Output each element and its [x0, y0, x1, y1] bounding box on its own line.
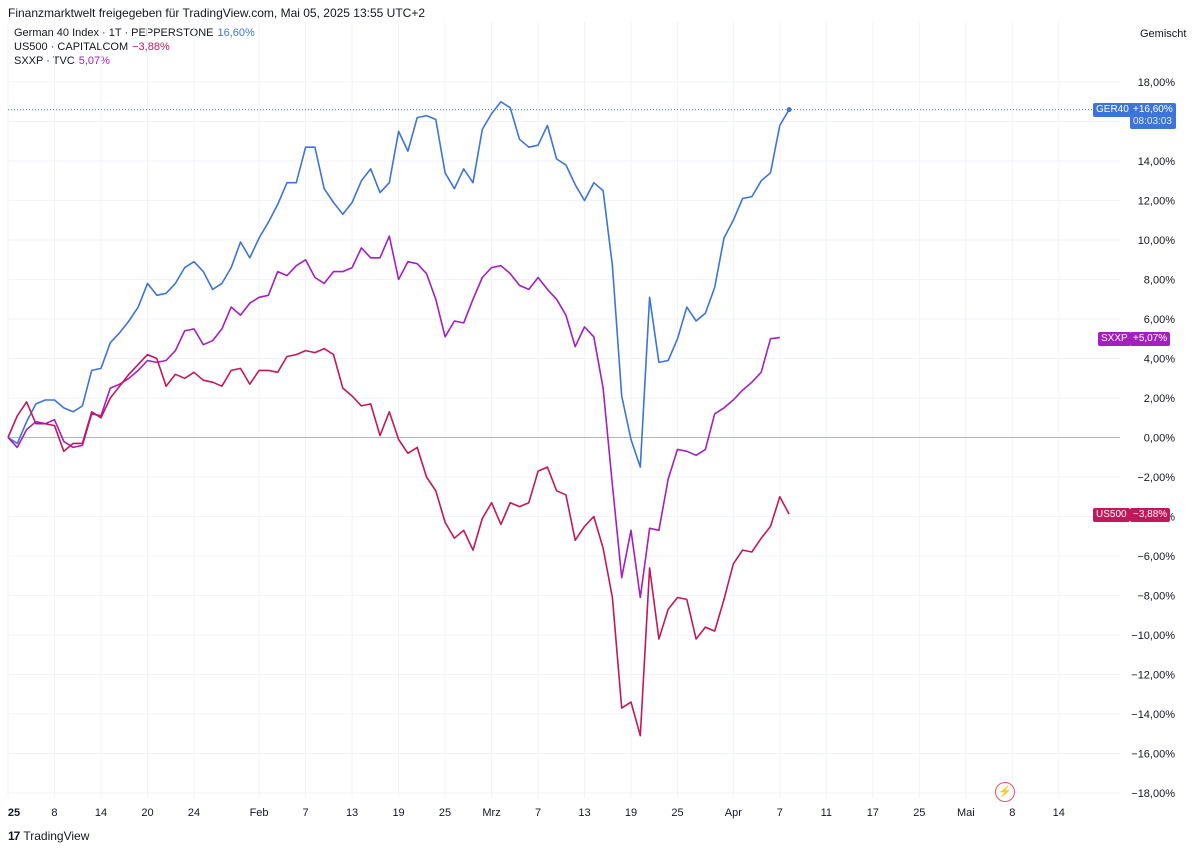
series-line-ger40[interactable]	[7, 101, 790, 468]
flash-icon[interactable]: ⚡	[995, 782, 1015, 802]
y-tick-label: −18,00%	[1131, 788, 1175, 800]
x-tick-label: 7	[777, 807, 783, 819]
legend-ger40[interactable]: German 40 Index · 1T · PEPPERSTONE 16,60%	[14, 27, 255, 39]
y-tick-label: −14,00%	[1131, 709, 1175, 721]
tag-name: GER40	[1096, 104, 1129, 115]
y-tick-label: −6,00%	[1137, 551, 1175, 563]
x-tick-label: Apr	[725, 807, 742, 819]
x-tick-label: 7	[303, 807, 309, 819]
legend-value: 5,07%	[78, 55, 110, 67]
x-tick-label: 14	[1053, 807, 1065, 819]
y-tick-label: −8,00%	[1137, 591, 1175, 603]
series-line-us500[interactable]	[7, 347, 790, 737]
x-tick-label: 25	[671, 807, 683, 819]
x-tick-label: 13	[346, 807, 358, 819]
footer-brand[interactable]: 17 TradingView	[8, 829, 89, 843]
y-tick-label: −2,00%	[1137, 472, 1175, 484]
y-tick-label: 14,00%	[1138, 156, 1176, 168]
scale-mode-label[interactable]: Gemischt	[1140, 28, 1187, 40]
price-value: +16,60%	[1133, 104, 1173, 115]
x-tick-label: 14	[95, 807, 107, 819]
y-tick-label: 10,00%	[1138, 235, 1176, 247]
y-tick-label: −16,00%	[1131, 749, 1175, 761]
tradingview-logo-icon: 17	[8, 829, 20, 843]
x-tick-label: 19	[392, 807, 404, 819]
last-point-ger40	[786, 107, 792, 113]
x-tick-label: Mrz	[482, 807, 500, 819]
chart-header: Finanzmarktwelt freigegeben für TradingV…	[8, 6, 425, 20]
x-tick-label: 20	[141, 807, 153, 819]
brand-name: TradingView	[23, 829, 90, 843]
x-tick-label: 11	[821, 807, 832, 819]
legend-label: German 40 Index · 1T · PEPPERSTONE	[14, 27, 214, 39]
y-tick-label: −12,00%	[1131, 670, 1175, 682]
y-tick-label: 0,00%	[1144, 433, 1175, 445]
y-axis: 18,00%16,00%14,00%12,00%10,00%8,00%6,00%…	[1131, 77, 1175, 800]
x-tick-label: Feb	[250, 807, 269, 819]
x-tick-label: 19	[625, 807, 637, 819]
y-tick-label: 12,00%	[1138, 196, 1176, 208]
x-tick-label: 17	[867, 807, 879, 819]
price-box-ger40: +16,60% 08:03:03	[1130, 103, 1176, 129]
legend-value: 16,60%	[217, 27, 255, 39]
series-line-sxxp[interactable]	[7, 235, 780, 599]
x-tick-label: 25	[439, 807, 451, 819]
tag-name: US500	[1096, 509, 1127, 520]
price-value: +5,07%	[1133, 333, 1168, 344]
tag-ger40: GER40	[1093, 103, 1132, 117]
legend-label: SXXP · TVC	[14, 55, 75, 67]
y-tick-label: 2,00%	[1144, 393, 1175, 405]
legend-value: −3,88%	[132, 41, 170, 53]
price-value: −3,88%	[1133, 509, 1168, 520]
x-tick-label: 25	[913, 807, 925, 819]
grid	[7, 22, 1120, 797]
x-tick-label: 7	[535, 807, 541, 819]
series-layer	[7, 101, 1092, 737]
x-tick-label: 8	[51, 807, 57, 819]
x-tick-label: 13	[578, 807, 590, 819]
legend-label: US500 · CAPITALCOM	[14, 41, 129, 53]
x-axis: 25 8 14 20 24 Feb 7 13 19 25 Mrz 7 13 19 25 Apr 7 11 17 25 M…	[8, 807, 1065, 819]
tag-name: SXXP	[1101, 333, 1128, 344]
x-tick-label: Mai	[957, 807, 975, 819]
y-tick-label: 18,00%	[1138, 77, 1176, 89]
y-tick-label: 4,00%	[1144, 354, 1175, 366]
y-tick-label: −10,00%	[1131, 630, 1175, 642]
x-tick-label: 25	[8, 807, 20, 819]
legend-us500[interactable]: US500 · CAPITALCOM −3,88%	[14, 41, 170, 53]
y-tick-label: 6,00%	[1144, 314, 1175, 326]
price-box-us500: −3,88%	[1130, 508, 1171, 522]
x-tick-label: 8	[1009, 807, 1015, 819]
price-time: 08:03:03	[1133, 116, 1172, 127]
x-tick-label: 24	[188, 807, 200, 819]
y-tick-label: 8,00%	[1144, 275, 1175, 287]
tag-us500: US500	[1093, 508, 1130, 522]
price-box-sxxp: +5,07%	[1130, 332, 1171, 346]
legend-sxxp[interactable]: SXXP · TVC 5,07%	[14, 55, 110, 67]
tag-sxxp: SXXP	[1098, 332, 1131, 346]
